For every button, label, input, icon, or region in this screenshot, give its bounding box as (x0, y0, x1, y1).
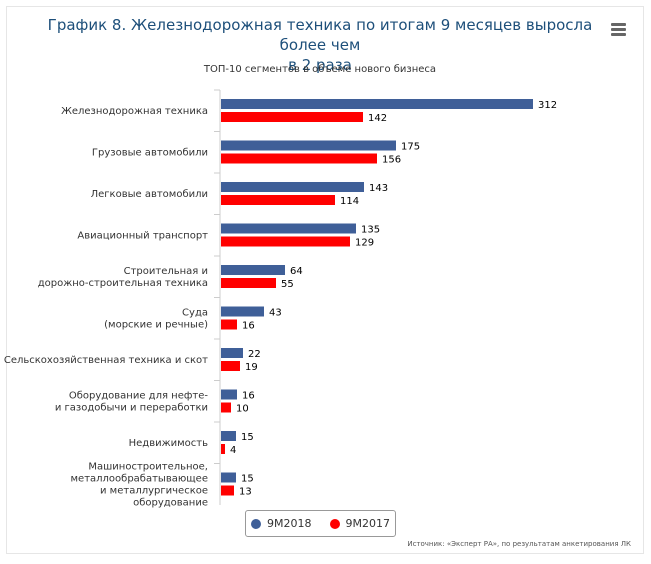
bar-9м2017-1[interactable] (221, 153, 377, 164)
legend-item-9m2017[interactable]: 9М2017 (329, 517, 390, 530)
bar-9м2018-7[interactable] (221, 389, 237, 400)
legend-label-9m2018: 9М2018 (267, 517, 312, 530)
category-label: Легковые автомобили (91, 189, 208, 200)
source-note: Источник: «Эксперт РА», по результатам а… (407, 540, 631, 548)
bar-9м2017-4[interactable] (221, 278, 276, 288)
category-label: Строительная и дорожно-строительная техни… (38, 266, 208, 289)
data-label: 10 (236, 404, 249, 415)
chart-title-line1: График 8. Железнодорожная техника по ито… (47, 16, 593, 54)
data-label: 22 (248, 349, 261, 360)
bar-9м2017-7[interactable] (221, 402, 231, 413)
bar-9м2017-2[interactable] (221, 195, 335, 205)
bar-9м2018-1[interactable] (221, 140, 396, 151)
chart-frame (6, 6, 644, 554)
chart-title-line2: в 2 раза (288, 56, 352, 74)
bar-9м2017-8[interactable] (221, 444, 225, 454)
category-label: Суда (морские и речные) (104, 308, 208, 331)
data-label: 15 (241, 474, 254, 485)
data-label: 114 (340, 196, 359, 207)
data-label: 4 (230, 445, 236, 456)
category-label: Оборудование для нефте-и газодобычи и пе… (55, 391, 209, 414)
bar-9м2017-0[interactable] (221, 112, 363, 122)
legend-item-9m2018[interactable]: 9М2018 (251, 517, 312, 530)
bar-9м2017-3[interactable] (221, 236, 350, 247)
data-label: 135 (361, 225, 380, 236)
bar-9м2018-8[interactable] (221, 431, 236, 441)
category-label: Машиностроительное, металлообрабатывающее… (71, 462, 209, 509)
bar-9м2018-6[interactable] (221, 348, 243, 358)
data-label: 55 (281, 279, 294, 290)
bar-9м2018-4[interactable] (221, 265, 285, 275)
legend-dot-9m2017 (329, 518, 340, 529)
bar-9м2018-0[interactable] (221, 99, 533, 109)
category-label: Недвижимость (129, 438, 208, 449)
bar-9м2017-6[interactable] (221, 361, 240, 371)
data-label: 129 (355, 238, 374, 249)
bar-9м2017-5[interactable] (221, 319, 237, 330)
data-label: 64 (290, 266, 303, 277)
data-label: 142 (368, 113, 387, 124)
data-label: 143 (369, 183, 388, 194)
data-label: 13 (239, 487, 252, 498)
category-label: Сельскохозяйственная техника и скот (4, 355, 208, 366)
category-label: Авиационный транспорт (77, 231, 208, 242)
chart-title: График 8. Железнодорожная техника по ито… (30, 15, 610, 75)
legend-label-9m2017: 9М2017 (345, 517, 390, 530)
hamburger-menu-icon[interactable] (611, 23, 626, 37)
bar-9м2018-3[interactable] (221, 223, 356, 234)
chart-subtitle: ТОП-10 сегментов в объеме нового бизнеса (203, 64, 437, 75)
bar-9м2018-2[interactable] (221, 182, 364, 192)
data-label: 43 (269, 308, 282, 319)
data-label: 16 (242, 391, 255, 402)
bar-9м2018-5[interactable] (221, 306, 264, 317)
legend-dot-9m2018 (251, 518, 262, 529)
data-label: 16 (242, 321, 255, 332)
data-label: 175 (401, 142, 420, 153)
category-label: Железнодорожная техника (61, 106, 208, 117)
data-label: 312 (538, 100, 557, 111)
data-label: 15 (241, 432, 254, 443)
bar-9м2017-9[interactable] (221, 485, 234, 496)
data-label: 156 (382, 155, 401, 166)
chart-legend: 9М2018 9М2017 (245, 510, 396, 537)
data-label: 19 (245, 362, 258, 373)
bar-9м2018-9[interactable] (221, 472, 236, 483)
category-label: Грузовые автомобили (92, 148, 208, 159)
